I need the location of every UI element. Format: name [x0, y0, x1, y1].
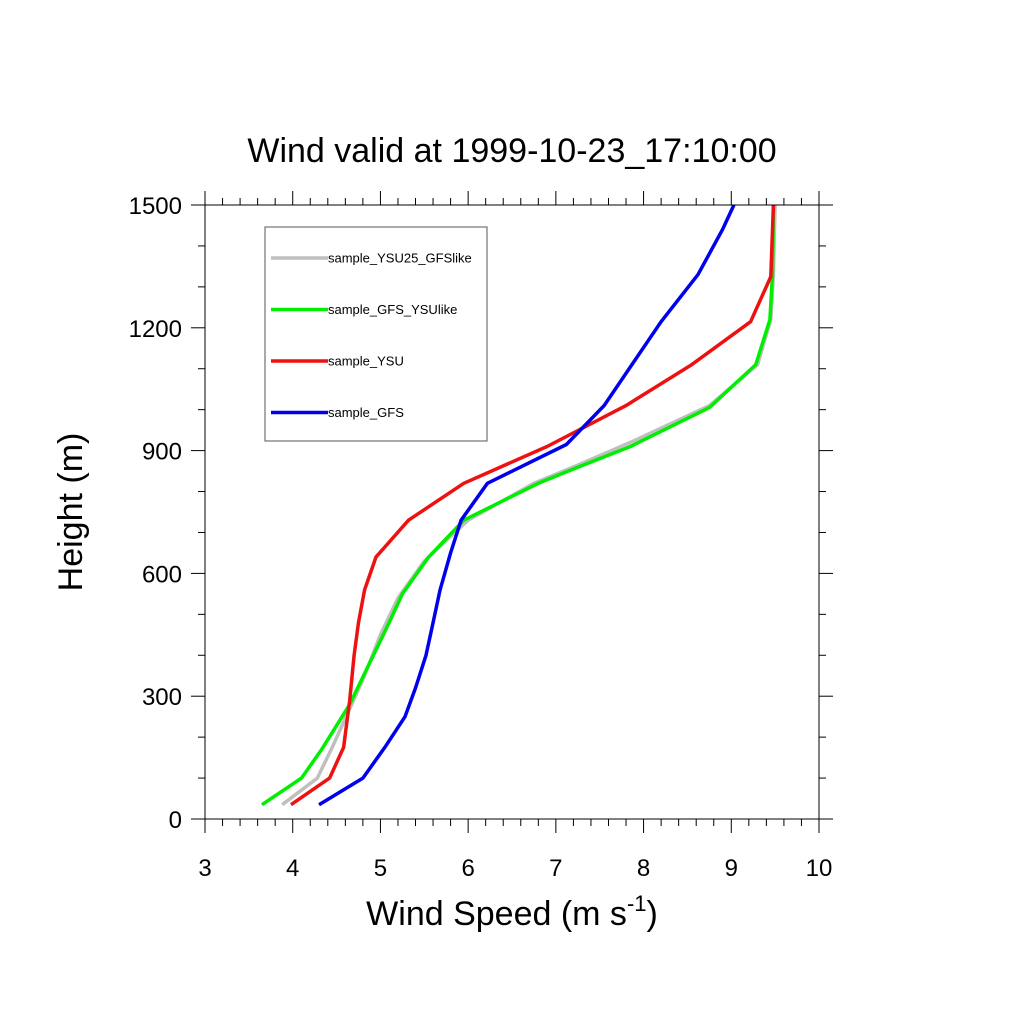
legend-label: sample_GFS — [328, 405, 404, 420]
x-axis-label: Wind Speed (m s-1) — [366, 891, 658, 933]
x-tick-label: 7 — [549, 855, 562, 882]
chart-title: Wind valid at 1999-10-23_17:10:00 — [247, 132, 776, 170]
x-tick-label: 9 — [725, 855, 738, 882]
x-axis-label-superscript: -1 — [627, 891, 647, 916]
x-tick-label: 6 — [461, 855, 474, 882]
y-tick-label: 1500 — [129, 193, 182, 220]
y-tick-label: 900 — [142, 439, 182, 466]
tick-labels: 3 4 5 6 7 8 9 10 0 300 600 900 1200 1500 — [129, 193, 833, 882]
x-axis-label-close: ) — [647, 895, 658, 933]
x-tick-label: 5 — [374, 855, 387, 882]
series-line-sample_YSU — [290, 204, 776, 807]
legend: sample_YSU25_GFSlike sample_GFS_YSUlikesa… — [264, 226, 488, 442]
plot-lines — [261, 204, 777, 807]
y-tick-label: 0 — [169, 807, 182, 834]
y-tick-label: 600 — [142, 561, 182, 588]
y-axis-label: Height (m) — [52, 433, 90, 592]
y-tick-label: 300 — [142, 684, 182, 711]
legend-box — [264, 226, 488, 442]
series-line-sample_GFS_YSUlike — [261, 204, 776, 807]
legend-label: sample_GFS_YSUlike — [328, 302, 457, 317]
legend-label: sample_YSU — [328, 354, 404, 369]
legend-label: sample_YSU25_GFSlike — [328, 251, 472, 266]
x-tick-label: 8 — [637, 855, 650, 882]
axis-ticks — [191, 191, 833, 833]
x-tick-label: 3 — [198, 855, 211, 882]
plot-frame — [204, 204, 820, 820]
x-tick-label: 10 — [806, 855, 833, 882]
y-tick-label: 1200 — [129, 316, 182, 343]
x-tick-label: 4 — [286, 855, 299, 882]
x-axis-label-main: Wind Speed (m s — [366, 895, 627, 933]
series-line-sample_GFS — [318, 204, 736, 807]
